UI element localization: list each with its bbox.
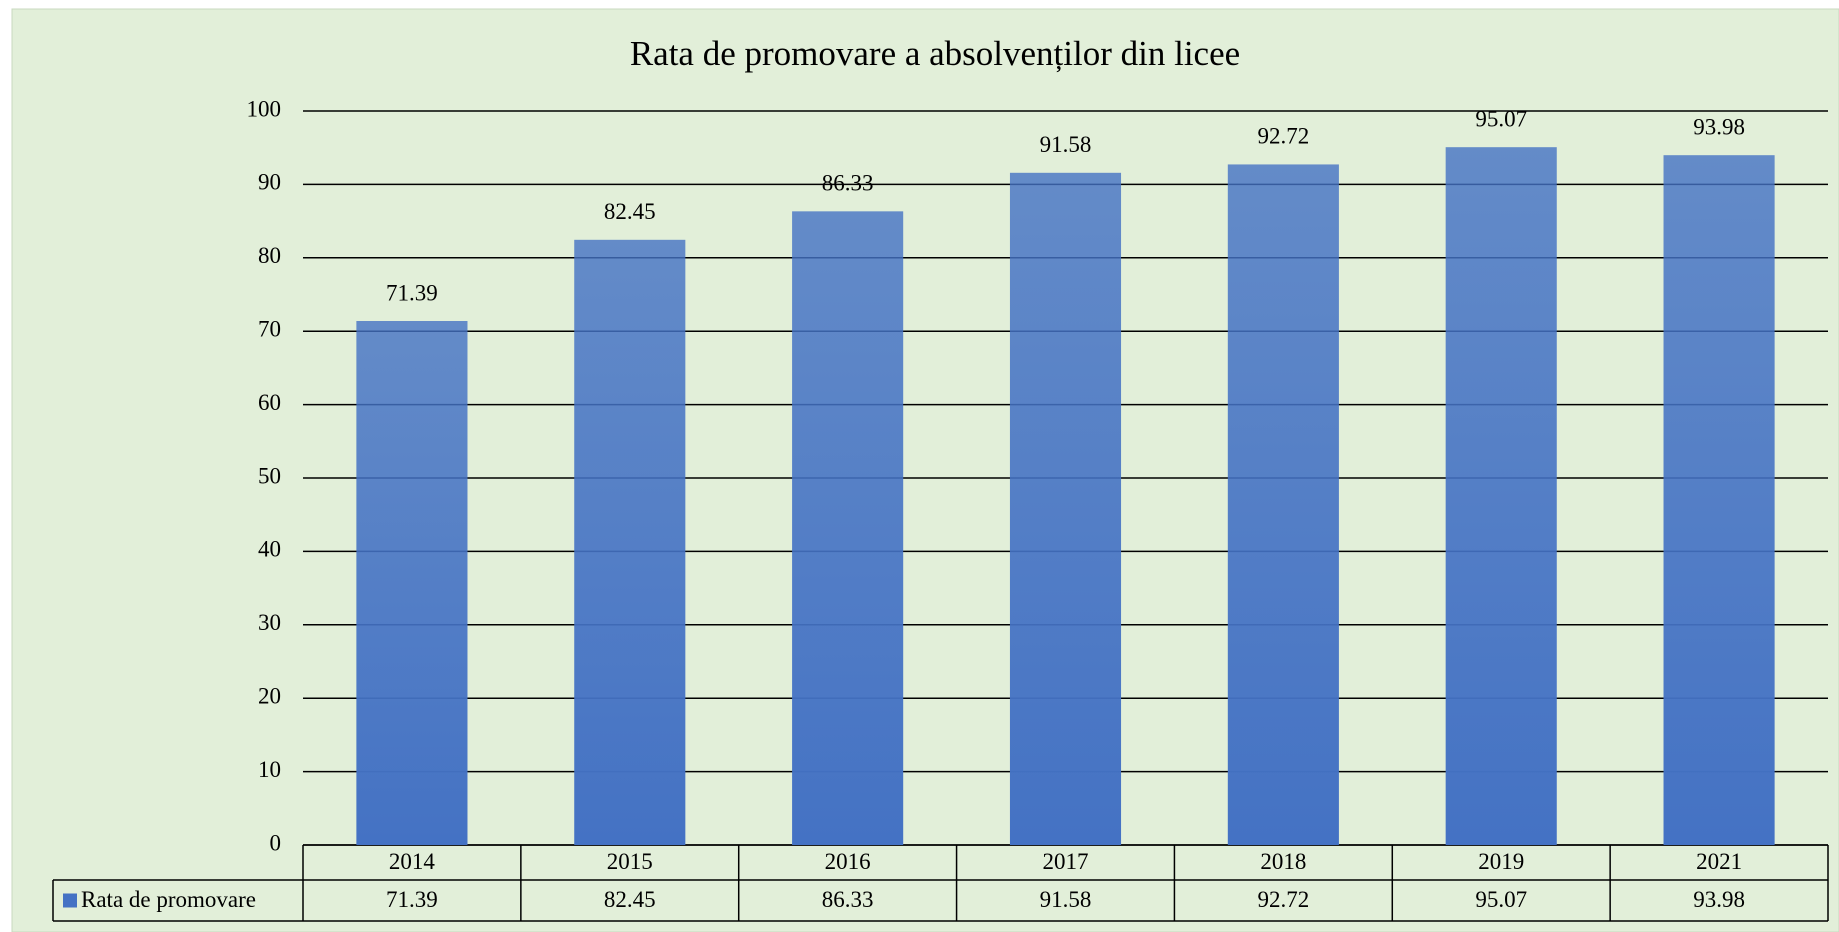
x-tick-label: 2019: [1478, 849, 1524, 874]
bar: [1227, 164, 1339, 846]
bar: [1445, 147, 1557, 845]
data-label: 71.39: [386, 280, 438, 305]
legend-label: Rata de promovare: [81, 887, 256, 912]
table-value: 95.07: [1475, 887, 1527, 912]
table-value: 92.72: [1257, 887, 1309, 912]
x-tick-label: 2021: [1696, 849, 1742, 874]
x-tick-label: 2015: [607, 849, 653, 874]
y-tick-label: 50: [258, 463, 281, 488]
bar: [1663, 155, 1775, 846]
chart-background: [11, 8, 1839, 932]
legend-swatch: [63, 893, 77, 908]
y-tick-label: 100: [247, 96, 282, 121]
data-label: 95.07: [1475, 106, 1527, 131]
y-tick-label: 30: [258, 610, 281, 635]
y-tick-label: 80: [258, 243, 281, 268]
table-value: 86.33: [822, 887, 874, 912]
y-tick-label: 90: [258, 170, 281, 195]
data-label: 86.33: [822, 171, 874, 196]
x-tick-label: 2014: [389, 849, 436, 874]
x-tick-label: 2018: [1260, 849, 1306, 874]
bar: [1009, 172, 1122, 845]
bar: [356, 320, 468, 845]
table-value: 82.45: [604, 887, 656, 912]
table-value: 93.98: [1693, 887, 1745, 912]
x-tick-label: 2017: [1043, 849, 1089, 874]
data-label: 92.72: [1257, 124, 1309, 149]
y-tick-label: 40: [258, 537, 281, 562]
data-label: 91.58: [1040, 132, 1092, 157]
x-tick-label: 2016: [825, 849, 871, 874]
data-label: 82.45: [604, 199, 656, 224]
table-value: 91.58: [1040, 887, 1092, 912]
chart-title: Rata de promovare a absolvenților din li…: [630, 34, 1240, 73]
bar: [574, 239, 686, 845]
bar: [792, 211, 904, 846]
data-label: 93.98: [1693, 114, 1745, 139]
table-value: 71.39: [386, 887, 438, 912]
y-tick-label: 60: [258, 390, 281, 415]
y-tick-label: 10: [258, 757, 281, 782]
y-tick-label: 0: [270, 830, 282, 855]
y-tick-label: 70: [258, 316, 281, 341]
y-tick-label: 20: [258, 683, 281, 708]
